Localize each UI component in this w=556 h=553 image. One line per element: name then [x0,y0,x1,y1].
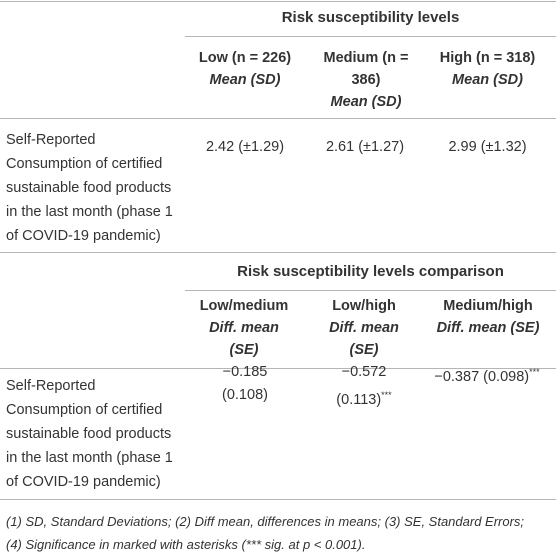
rule [185,36,556,37]
cell-text: −0.387 (0.098) [434,368,530,385]
rule [0,1,556,2]
column-header: Medium/high Diff. mean (SE) [420,295,556,339]
rule [0,118,556,119]
cell: 2.61 (±1.27) [325,139,405,155]
rule [0,368,556,369]
cell: 2.42 (±1.29) [205,139,285,155]
cell: −0.387 (0.098)*** [418,361,556,389]
significance: *** [529,367,540,377]
column-header: Low/medium Diff. mean (SE) [198,295,290,361]
row-label: Self-Reported Consumption of certified s… [6,132,173,244]
cell: 2.99 (±1.32) [448,139,527,155]
header-stat: Diff. mean (SE) [209,320,279,358]
header-label: Medium/high [443,298,533,314]
header-label: Low/medium [199,298,289,314]
column-header: High (n = 318) Mean (SD) [425,47,550,91]
row-label: Self-Reported Consumption of certified s… [6,378,173,490]
header-stat: Mean (SD) [452,72,523,88]
header-stat: Diff. mean (SE) [329,320,399,358]
rule [0,252,556,253]
header-stat: Mean (SD) [209,72,281,88]
column-header: Medium (n = 386) Mean (SD) [322,47,410,113]
column-header: Low/high Diff. mean (SE) [318,295,410,361]
header-label: Medium (n = 386) [323,50,409,88]
header-label: Low/high [332,298,396,314]
header-stat: Mean (SD) [330,94,402,110]
footnote: (1) SD, Standard Deviations; (2) Diff me… [6,514,525,529]
significance: *** [381,390,392,400]
rule [0,499,556,500]
header-label: Low (n = 226) [198,50,292,66]
table-title: Risk susceptibility levels [281,9,460,26]
footnote: (4) Significance in marked with asterisk… [6,537,366,552]
header-stat: Diff. mean (SE) [436,320,540,336]
rule [185,290,556,291]
cell: −0.572 (0.113)*** [318,361,410,412]
cell-text: −0.185 (0.108) [222,364,268,403]
cell-text: −0.572 (0.113) [336,364,387,408]
header-label: High (n = 318) [439,50,536,66]
column-header: Low (n = 226) Mean (SD) [190,47,300,91]
table-title: Risk susceptibility levels comparison [237,263,504,280]
cell: −0.185 (0.108) [200,361,290,407]
